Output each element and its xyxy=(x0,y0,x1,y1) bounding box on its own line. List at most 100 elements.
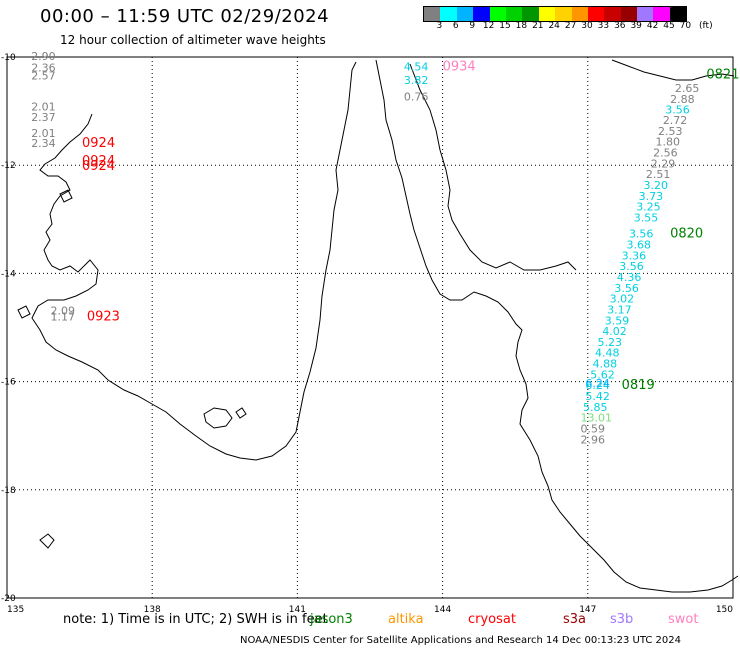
legend-swatch xyxy=(637,7,654,21)
longitude-tick-label: 138 xyxy=(144,605,161,615)
wave-height-value: 4.54 xyxy=(404,61,429,74)
legend-swatch xyxy=(604,7,621,21)
pass-time-label: 0934 xyxy=(443,60,476,75)
wave-height-value: 4.88 xyxy=(593,358,618,371)
latitude-tick-label: -14 xyxy=(1,269,16,279)
legend-tick-label: 36 xyxy=(614,21,626,31)
wave-height-value: 3.17 xyxy=(607,303,632,316)
wave-height-value: 5.42 xyxy=(585,390,610,403)
legend-tick-label: 33 xyxy=(597,21,610,31)
satellite-legend-item: swot xyxy=(668,612,699,627)
legend-swatch xyxy=(571,7,588,21)
wave-height-value: 6.24 xyxy=(585,377,610,390)
legend-tick-label: 3 xyxy=(436,21,443,31)
map-frame xyxy=(6,56,734,599)
wave-height-value: 3.25 xyxy=(636,201,661,214)
longitude-tick-label: 150 xyxy=(716,605,733,615)
wave-height-value: 13.01 xyxy=(581,412,613,425)
wave-height-value: 4.48 xyxy=(595,347,620,360)
coastline-north-east xyxy=(409,63,577,271)
legend-swatch xyxy=(424,7,441,21)
axis-tick-labels: 135 138 141 144 147 150 -10 -12 -14 -16 -18 -20 xyxy=(1,53,733,615)
wave-height-value: 4.02 xyxy=(602,325,627,338)
wave-height-value: 2.37 xyxy=(31,111,56,124)
wave-height-value: 3.73 xyxy=(639,190,664,203)
latitude-tick-label: -10 xyxy=(1,53,16,63)
wave-height-value: 2.51 xyxy=(646,168,671,181)
longitude-tick-label: 135 xyxy=(7,605,24,615)
latitude-tick-label: -20 xyxy=(1,594,16,604)
satellite-legend-item: s3a xyxy=(563,612,587,627)
coastline-east xyxy=(375,59,739,593)
units-note: note: 1) Time is in UTC; 2) SWH is in fe… xyxy=(63,612,328,627)
wave-height-value: 3.55 xyxy=(634,211,659,224)
legend-tick-label: (ft) xyxy=(699,21,713,31)
longitude-tick-label: 141 xyxy=(289,605,306,615)
island-small-2 xyxy=(235,407,247,419)
wave-height-value: 3.02 xyxy=(610,293,635,306)
wave-height-value: 4.36 xyxy=(617,271,642,284)
legend-swatch xyxy=(505,7,523,21)
island-small-3 xyxy=(59,189,73,203)
map-gridlines xyxy=(6,56,734,599)
color-legend-bar xyxy=(423,6,688,22)
wave-height-value: 2.36 xyxy=(31,62,56,75)
island-groote xyxy=(203,407,233,429)
pass-time-label: 0923 xyxy=(87,309,120,324)
wave-height-value: 0.76 xyxy=(404,90,429,103)
wave-height-value: 2.09 xyxy=(51,305,75,318)
wave-height-labels: 2.902.362.572.012.372.012.34 092409240924… xyxy=(31,50,739,446)
latitude-tick-label: -18 xyxy=(1,486,16,496)
longitude-tick-label: 147 xyxy=(579,605,596,615)
legend-swatch xyxy=(489,7,506,21)
pass-time-label: 0821 xyxy=(706,68,739,83)
wave-height-value: 2.01 xyxy=(31,127,56,140)
legend-tick-label: 9 xyxy=(469,21,476,31)
color-legend-ticks: 3 6 9 12 15 18 21 24 27 30 33 36 39 42 45 70 (ft) xyxy=(423,21,731,33)
legend-swatch xyxy=(653,7,670,21)
wave-height-value: 3.59 xyxy=(605,314,630,327)
legend-tick-label: 70 xyxy=(679,21,692,31)
pass-time-label: 0820 xyxy=(670,227,703,242)
legend-tick-label: 18 xyxy=(515,21,528,31)
legend-tick-label: 21 xyxy=(532,21,544,31)
pass-time-label: 0924 xyxy=(82,154,115,169)
legend-swatch xyxy=(440,7,457,21)
credit-line: NOAA/NESDIS Center for Satellite Applica… xyxy=(240,635,682,646)
legend-swatch xyxy=(620,7,638,21)
wave-height-value: 2.01 xyxy=(31,101,56,114)
pass-time-label: 0819 xyxy=(622,378,655,393)
satellite-legend-item: cryosat xyxy=(468,612,516,627)
legend-swatch xyxy=(669,7,687,21)
legend-tick-label: 6 xyxy=(452,21,459,31)
wave-height-value: 2.53 xyxy=(658,125,683,138)
wave-height-value: 2.88 xyxy=(670,93,695,106)
legend-swatch xyxy=(456,7,474,21)
pass-time-label: 0924 xyxy=(82,136,115,151)
wave-height-value: 6.24 xyxy=(585,379,610,392)
longitude-tick-label: 144 xyxy=(434,605,451,615)
latitude-tick-label: -16 xyxy=(1,378,16,388)
satellite-legend-item: s3b xyxy=(610,612,634,627)
wave-height-value: 5.23 xyxy=(597,336,622,349)
wave-height-value: 3.56 xyxy=(619,260,644,273)
latitude-tick-label: -12 xyxy=(1,161,16,171)
wave-height-value: 0.59 xyxy=(581,422,606,435)
pass-time-label: 0924 xyxy=(82,159,115,174)
wave-height-value: 2.56 xyxy=(653,147,678,160)
wave-height-value: 3.56 xyxy=(665,103,690,116)
legend-tick-label: 12 xyxy=(482,21,495,31)
coastline xyxy=(17,59,739,593)
wave-height-value: 3.68 xyxy=(627,239,652,252)
wave-height-value: 5.62 xyxy=(590,368,615,381)
wave-height-value: 3.82 xyxy=(404,74,429,87)
wave-height-value: 2.57 xyxy=(31,70,56,83)
wave-height-value: 3.36 xyxy=(622,249,647,262)
wave-height-value: 2.72 xyxy=(663,114,688,127)
legend-swatch xyxy=(538,7,556,21)
wave-height-value: 2.29 xyxy=(651,157,676,170)
coastline-gulf-west xyxy=(31,61,357,461)
map-title: 00:00 – 11:59 UTC 02/29/2024 xyxy=(40,6,330,27)
island-small-4 xyxy=(17,305,31,319)
